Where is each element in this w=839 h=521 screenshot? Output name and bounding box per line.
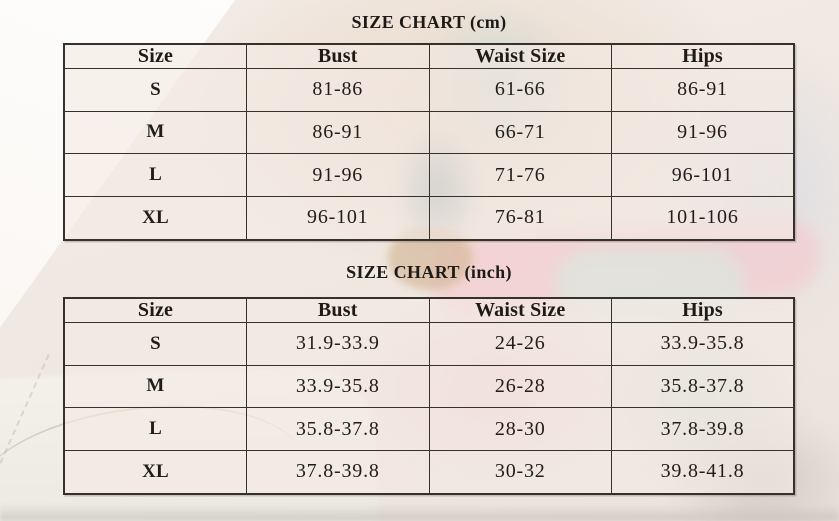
- cell-size: L: [63, 407, 247, 451]
- header-cell-waist: Waist Size: [428, 297, 612, 323]
- cell-waist: 30-32: [428, 449, 612, 495]
- cell-hips: 37.8-39.8: [611, 407, 795, 451]
- cell-bust: 37.8-39.8: [246, 449, 430, 495]
- cell-hips: 35.8-37.8: [611, 364, 795, 409]
- header-cell-hips: Hips: [611, 297, 795, 323]
- header-cell-waist: Waist Size: [428, 43, 612, 69]
- table-row: L 35.8-37.8 28-30 37.8-39.8: [63, 407, 795, 451]
- cell-size: S: [63, 322, 247, 366]
- cell-bust: 35.8-37.8: [246, 407, 430, 451]
- size-chart-inch-title: SIZE CHART (inch): [346, 262, 512, 282]
- cell-bust: 91-96: [246, 153, 430, 197]
- size-chart-cm-table: Size Bust Waist Size Hips S 81-86 61-66 …: [63, 43, 795, 241]
- size-chart-cm-title: SIZE CHART (cm): [351, 12, 507, 32]
- cell-size: XL: [63, 449, 247, 495]
- cell-size: S: [63, 68, 247, 112]
- cell-hips: 39.8-41.8: [611, 449, 795, 495]
- cell-size: XL: [63, 195, 247, 241]
- cell-waist: 66-71: [428, 110, 612, 155]
- cell-waist: 61-66: [428, 68, 612, 112]
- cell-hips: 101-106: [611, 195, 795, 241]
- cell-size: L: [63, 153, 247, 197]
- header-cell-bust: Bust: [246, 297, 430, 323]
- cell-hips: 96-101: [611, 153, 795, 197]
- header-cell-size: Size: [63, 297, 247, 323]
- header-cell-size: Size: [63, 43, 247, 69]
- cell-bust: 86-91: [246, 110, 430, 155]
- table-row: M 86-91 66-71 91-96: [63, 110, 795, 155]
- cell-bust: 81-86: [246, 68, 430, 112]
- header-row: Size Bust Waist Size Hips: [63, 43, 795, 69]
- cell-size: M: [63, 364, 247, 409]
- cell-waist: 28-30: [428, 407, 612, 451]
- table-row: M 33.9-35.8 26-28 35.8-37.8: [63, 364, 795, 409]
- header-row: Size Bust Waist Size Hips: [63, 297, 795, 323]
- photo-bottom-shadow-strip: [0, 504, 839, 521]
- cell-bust: 31.9-33.9: [246, 322, 430, 366]
- cell-hips: 86-91: [611, 68, 795, 112]
- table-row: XL 37.8-39.8 30-32 39.8-41.8: [63, 449, 795, 495]
- table-row: XL 96-101 76-81 101-106: [63, 195, 795, 241]
- header-cell-bust: Bust: [246, 43, 430, 69]
- table-row: L 91-96 71-76 96-101: [63, 153, 795, 197]
- table-row: S 31.9-33.9 24-26 33.9-35.8: [63, 322, 795, 366]
- cell-size: M: [63, 110, 247, 155]
- cell-hips: 91-96: [611, 110, 795, 155]
- cell-hips: 33.9-35.8: [611, 322, 795, 366]
- cell-waist: 71-76: [428, 153, 612, 197]
- header-cell-hips: Hips: [611, 43, 795, 69]
- cell-waist: 76-81: [428, 195, 612, 241]
- table-row: S 81-86 61-66 86-91: [63, 68, 795, 112]
- cell-bust: 33.9-35.8: [246, 364, 430, 409]
- cell-waist: 26-28: [428, 364, 612, 409]
- cell-waist: 24-26: [428, 322, 612, 366]
- size-chart-inch-table: Size Bust Waist Size Hips S 31.9-33.9 24…: [63, 297, 795, 495]
- cell-bust: 96-101: [246, 195, 430, 241]
